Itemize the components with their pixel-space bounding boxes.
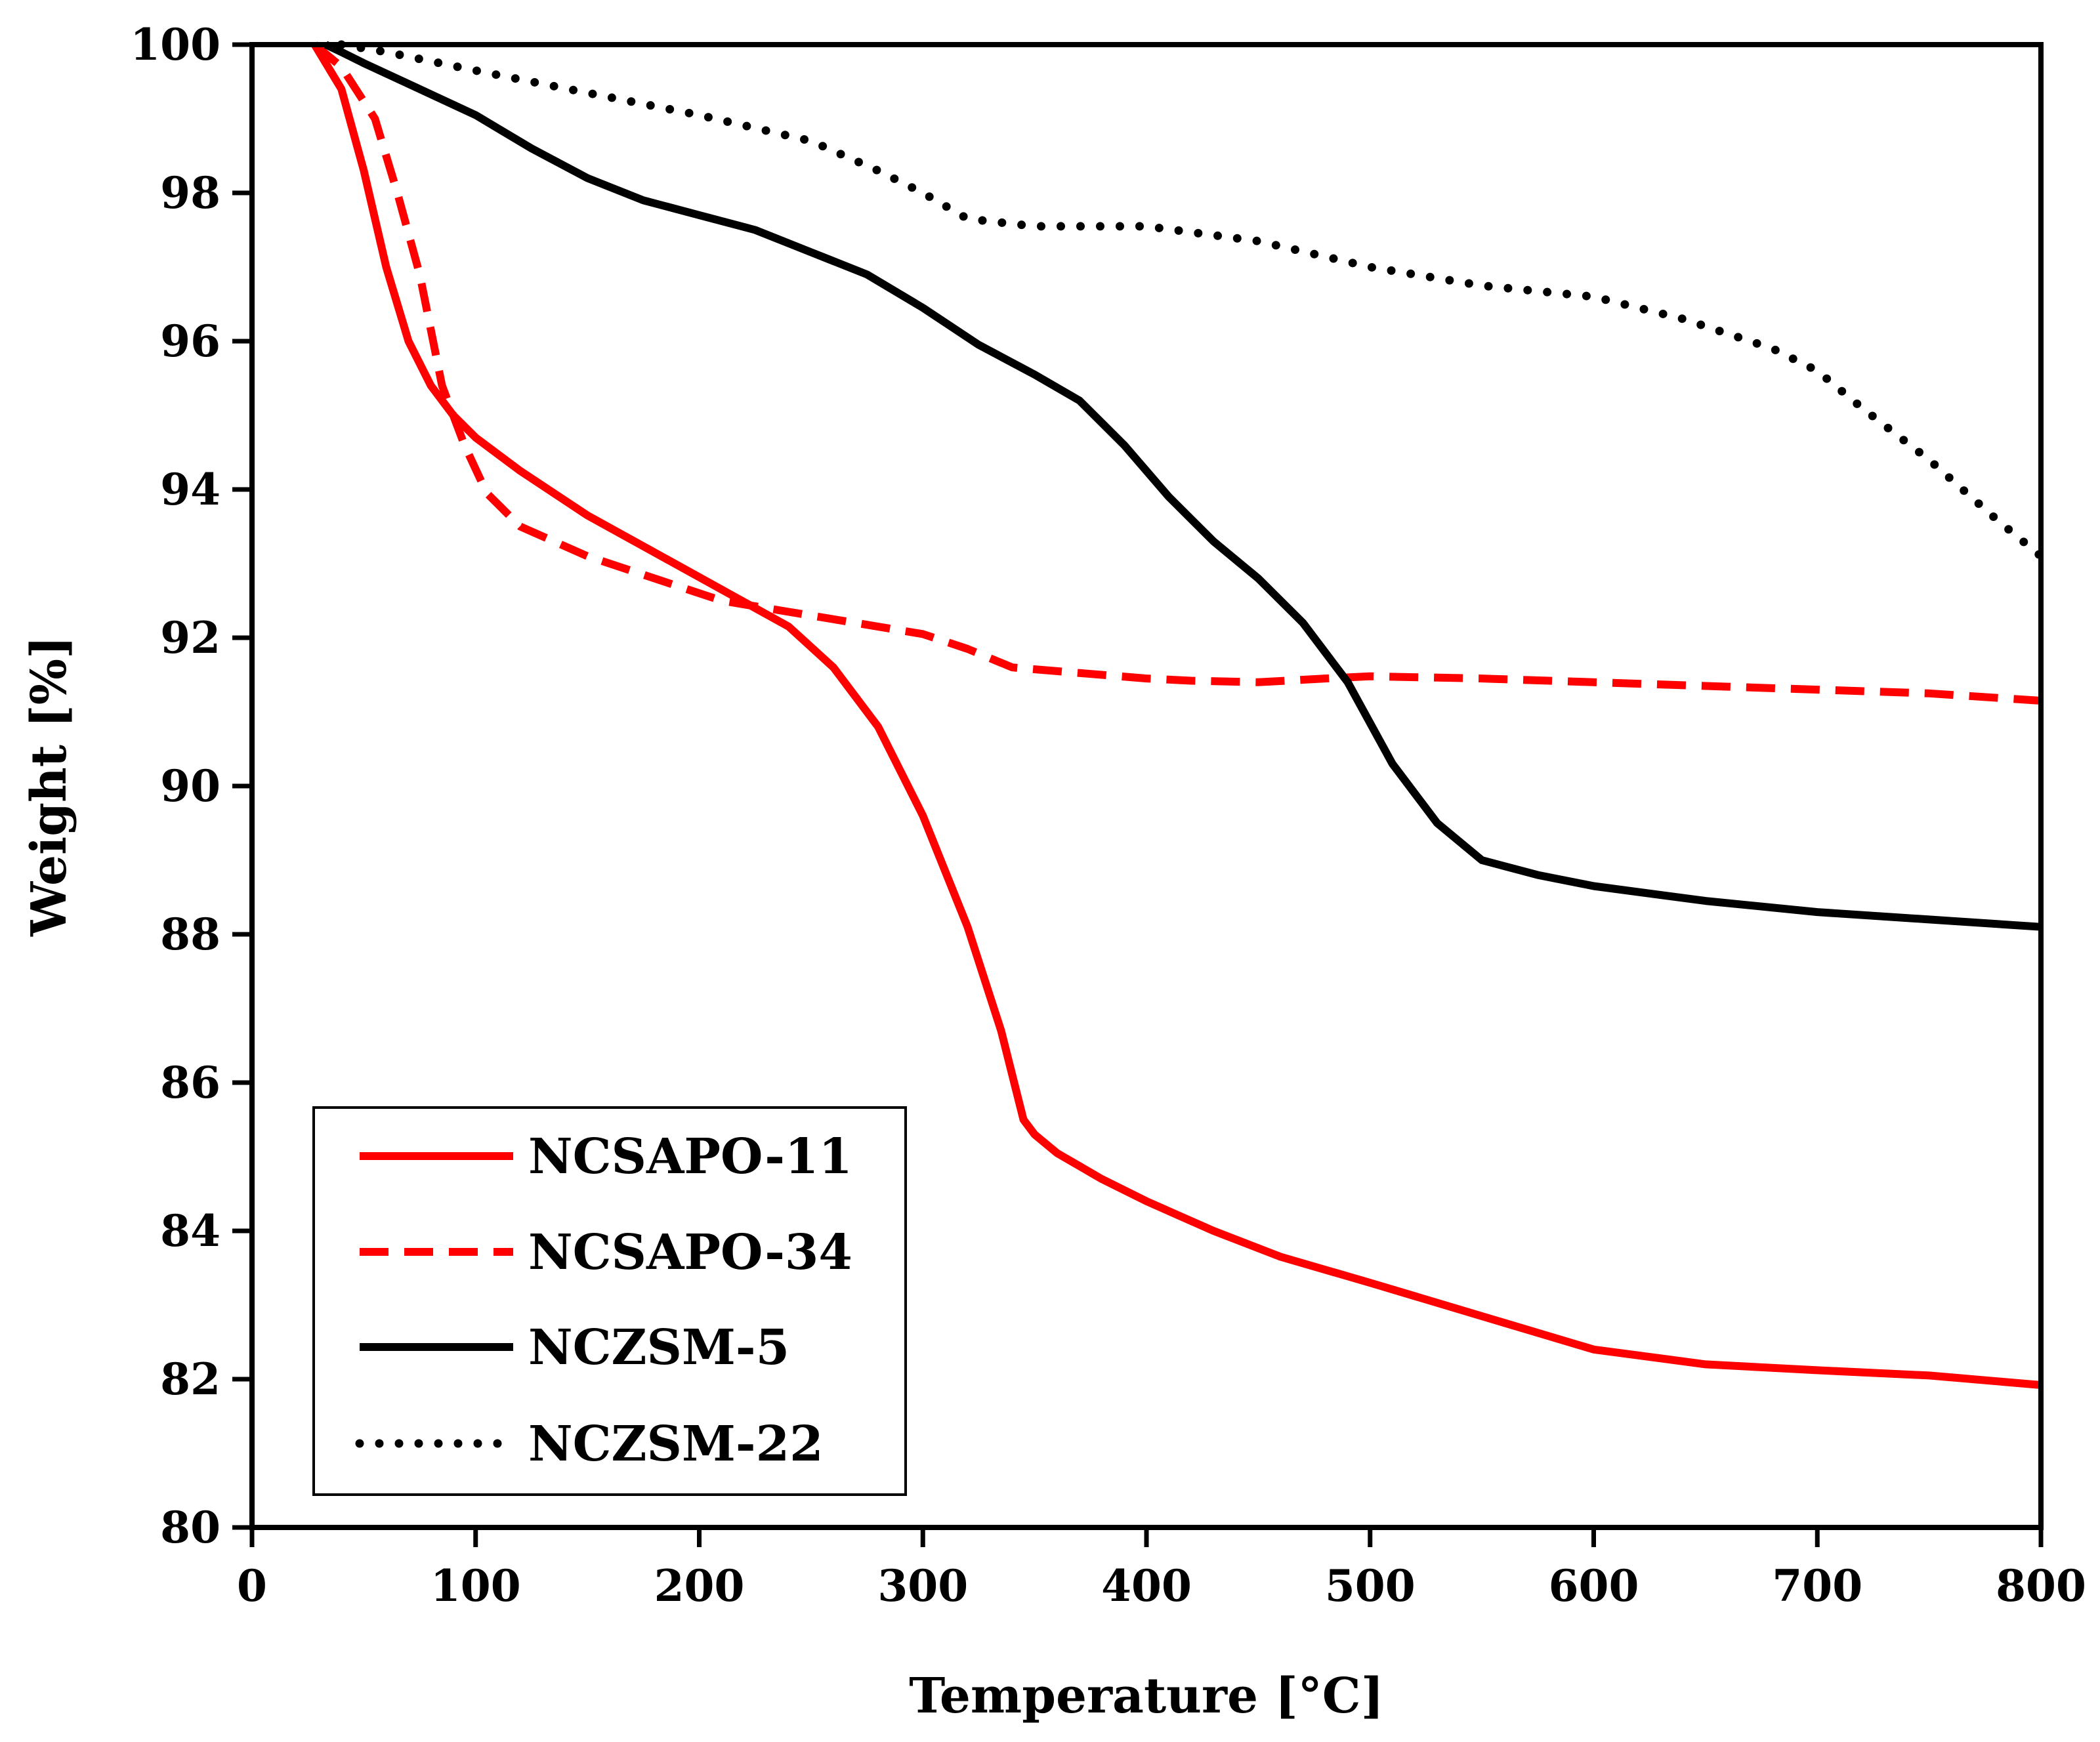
legend-label-nczsm-22: NCZSM-22 [528,1416,824,1472]
series-line-nczsm-5 [324,41,2042,931]
x-tick-label: 300 [877,1560,968,1611]
series-line-ncsapo-34 [312,41,2042,705]
legend-label-nczsm-5: NCZSM-5 [528,1319,789,1376]
series-lines [311,40,2046,1389]
x-tick-label: 500 [1325,1560,1416,1611]
series-line-ncsapo-11 [311,42,2042,1389]
x-tick-label: 700 [1772,1560,1862,1611]
series-line-nczsm-22 [337,40,2046,561]
legend-label-ncsapo-11: NCSAPO-11 [528,1129,852,1185]
y-tick-label: 82 [160,1354,220,1405]
legend-label-ncsapo-34: NCSAPO-34 [528,1224,852,1281]
y-tick-label: 88 [160,909,220,960]
x-axis-ticks: 0 100 200 300 400 500 600 700 800 [237,1527,2086,1611]
legend-box [312,1106,907,1496]
y-axis-ticks: 80 82 84 86 88 90 92 94 96 98 100 [130,19,252,1553]
x-tick-label: 100 [430,1560,521,1611]
x-tick-label: 600 [1549,1560,1639,1611]
x-axis-title: Temperature [°C] [909,1668,1383,1724]
y-tick-label: 98 [160,167,220,218]
y-tick-label: 94 [160,464,220,515]
y-tick-label: 96 [160,316,220,367]
x-tick-label: 800 [1996,1560,2086,1611]
x-tick-label: 200 [654,1560,745,1611]
x-tick-label: 400 [1101,1560,1192,1611]
x-tick-label: 0 [237,1560,267,1611]
y-tick-label: 100 [130,19,220,70]
legend: NCSAPO-11 NCSAPO-34 NCZSM-5 NCZSM-22 [312,1106,907,1496]
y-tick-label: 92 [160,612,220,663]
y-tick-label: 84 [160,1205,220,1256]
y-tick-label: 86 [160,1057,220,1108]
y-axis-title: Weight [%] [21,636,77,937]
y-tick-label: 80 [160,1502,220,1553]
y-tick-label: 90 [160,760,220,812]
